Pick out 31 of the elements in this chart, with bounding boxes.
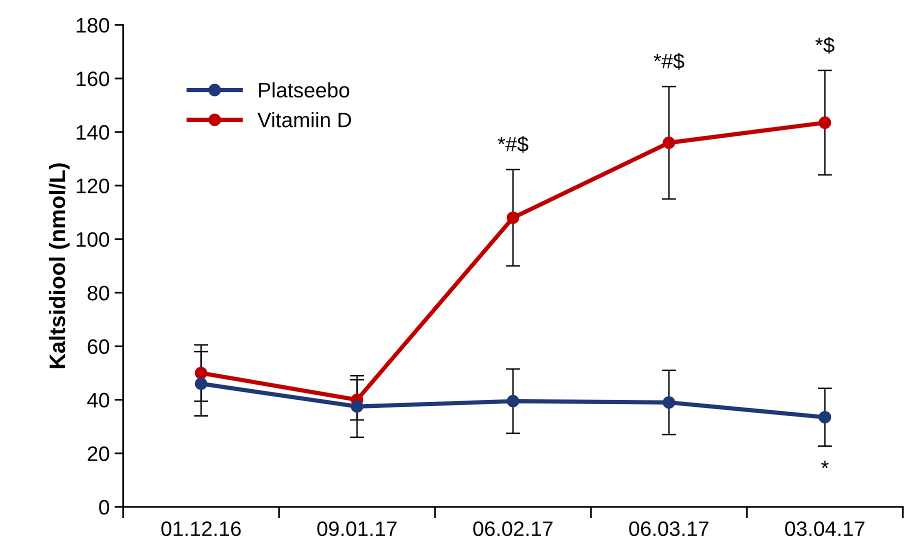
y-tick-label: 160 xyxy=(76,71,110,86)
x-tick-label: 01.12.16 xyxy=(161,521,241,536)
legend-label: Platseebo xyxy=(259,82,350,98)
y-tick-label: 100 xyxy=(76,232,110,247)
point xyxy=(194,366,208,380)
y-tick-label: 140 xyxy=(76,125,110,140)
y-tick-label: 120 xyxy=(76,178,110,194)
x-tick-label: 09.01.17 xyxy=(317,521,397,536)
x-tick-label: 06.02.17 xyxy=(473,521,553,536)
point xyxy=(506,394,520,408)
point xyxy=(506,211,520,224)
y-tick-label: 80 xyxy=(88,286,110,300)
y-tick-label: 40 xyxy=(87,392,110,408)
point xyxy=(662,136,676,149)
point xyxy=(662,396,676,409)
x-tick-label: 06.03.17 xyxy=(629,521,708,536)
x-tick-label: 03.04.17 xyxy=(785,521,864,536)
point xyxy=(350,400,364,413)
y-tick-label: 60 xyxy=(88,339,110,354)
annotation: *#$ xyxy=(654,52,684,70)
point xyxy=(194,377,208,390)
legend-label: Vitamiin D xyxy=(257,112,351,128)
point xyxy=(818,410,832,424)
annotation: *$ xyxy=(815,36,834,54)
y-tick-label: 180 xyxy=(76,18,110,33)
annotation: * xyxy=(821,460,829,468)
y-axis-title: Kaltsidiool (nmol/L) xyxy=(48,163,70,368)
y-tick-label: 0 xyxy=(99,500,110,515)
y-tick-label: 20 xyxy=(88,446,110,462)
annotation: *#$ xyxy=(498,136,528,153)
point xyxy=(818,116,832,129)
